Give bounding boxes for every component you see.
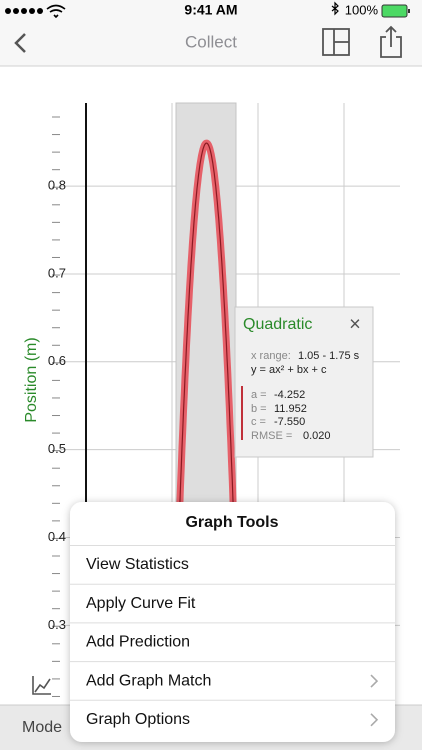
chevron — [370, 713, 379, 727]
y-tick-label: 0.5 — [48, 441, 66, 456]
y-tick-label: 0.7 — [48, 265, 66, 280]
y-tick-label: 0.3 — [48, 617, 66, 632]
graph-tools-menu: Graph Tools View Statistics Apply Curve F… — [60, 502, 395, 742]
menu-arrow — [60, 676, 70, 692]
fit-title: Quadratic — [243, 316, 312, 333]
menu-item[interactable]: Add Graph Match — [86, 672, 211, 689]
y-axis-label: Position (m) — [23, 337, 40, 422]
y-tick-label: 0.6 — [48, 353, 66, 368]
nav-title: Collect — [185, 32, 237, 51]
coef-label: a = — [251, 389, 267, 401]
chevron — [370, 674, 379, 688]
equation: y = ax² + bx + c — [251, 364, 327, 376]
bluetooth — [331, 1, 339, 16]
menu-item[interactable]: Apply Curve Fit — [86, 595, 196, 612]
menu-item[interactable]: Add Prediction — [86, 634, 190, 651]
range-value: 1.05 - 1.75 s — [298, 350, 360, 362]
menu-item[interactable]: Graph Options — [86, 711, 190, 728]
mode-button[interactable]: Mode — [22, 719, 62, 736]
back-button[interactable] — [14, 33, 26, 53]
coef-label: b = — [251, 403, 267, 415]
coef-value: -7.550 — [274, 416, 305, 428]
coef-label: c = — [251, 416, 266, 428]
layout-button[interactable] — [322, 28, 350, 56]
menu-title: Graph Tools — [185, 514, 278, 531]
coef-value: 11.952 — [274, 403, 307, 415]
time: 9:41 AM — [184, 2, 237, 18]
rmse-label: RMSE = — [251, 430, 292, 442]
menu-bg — [70, 502, 395, 742]
signal — [5, 8, 43, 14]
rmse-value: 0.020 — [303, 430, 331, 442]
wifi — [46, 4, 66, 19]
y-tick-label: 0.8 — [48, 178, 66, 193]
battery — [381, 4, 408, 18]
fit-color-bar — [241, 386, 243, 440]
y-tick-label: 0.4 — [48, 529, 66, 544]
battery-text: 100% — [345, 2, 379, 17]
fit-curve — [175, 142, 237, 616]
menu-item[interactable]: View Statistics — [86, 556, 189, 573]
fit-box-bg — [234, 306, 374, 458]
close-button[interactable]: × — [349, 313, 361, 335]
battery-tip — [408, 9, 410, 13]
share-button[interactable] — [380, 25, 402, 58]
graph-tools-button[interactable] — [32, 676, 51, 695]
coef-value: -4.252 — [274, 389, 305, 401]
top-bar — [0, 0, 422, 66]
range-label: x range: — [251, 350, 291, 362]
fit-box: Quadratic × x range: 1.05 - 1.75 s y = a… — [234, 306, 374, 458]
